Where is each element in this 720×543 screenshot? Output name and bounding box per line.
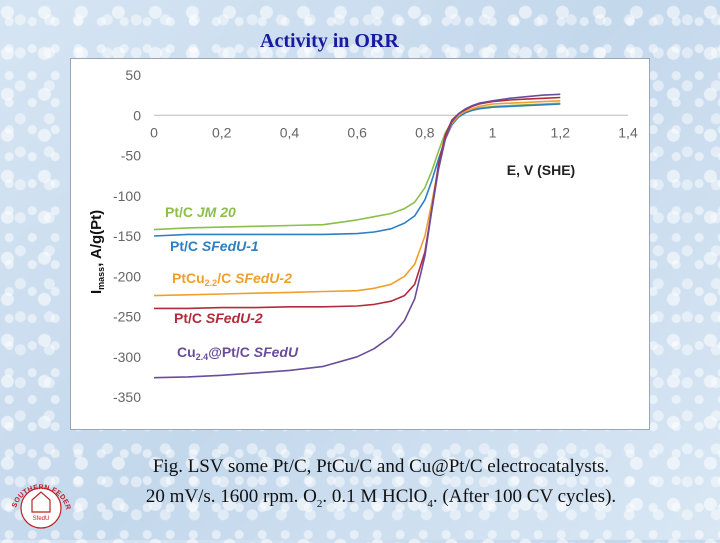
y-tick-label: -200 <box>113 268 141 284</box>
x-tick-label: 1,4 <box>618 124 638 140</box>
x-tick-label: 0,8 <box>415 124 435 140</box>
y-tick-label: -100 <box>113 188 141 204</box>
y-tick-label: -300 <box>113 349 141 365</box>
slide-title: Activity in ORR <box>260 30 399 52</box>
y-tick-label: 0 <box>133 107 141 123</box>
caption-line-1: Fig. LSV some Pt/C, PtCu/C and Cu@Pt/C e… <box>152 456 610 477</box>
y-axis-label: Imass, A/g(Pt) <box>88 210 106 294</box>
series-label-part: SFedU <box>254 344 299 360</box>
series-line-2 <box>153 103 561 237</box>
series-label-part: JM 20 <box>197 204 236 220</box>
y-label-main: I <box>88 290 105 294</box>
y-tick-label: 50 <box>125 67 141 83</box>
logo-seal-icon: SOUTHERN FEDERAL UNIVERSITY SfedU <box>3 463 71 529</box>
series-label-part: SFedU-1 <box>202 238 259 254</box>
series-line-5 <box>153 93 561 379</box>
caption-part-a: 20 mV/s. 1600 rpm. O <box>145 486 317 507</box>
y-tick-label: -150 <box>113 228 141 244</box>
series-label-part: @Pt/C <box>208 344 254 360</box>
y-tick-label: -250 <box>113 309 141 325</box>
chart-frame: 50 0 -50 -100 -150 -200 -250 -300 -350 0 0,2 0,4 0,6… <box>70 58 650 430</box>
series-label-part: Cu <box>177 344 196 360</box>
series-label-part: SFedU-2 <box>235 270 292 286</box>
series-label-part: PtCu <box>172 270 205 286</box>
y-label-rest: , A/g(Pt) <box>88 210 105 267</box>
x-tick-label: 0 <box>150 124 158 140</box>
figure-caption: Fig. LSV some Pt/C, PtCu/C and Cu@Pt/C e… <box>66 452 696 519</box>
x-tick-label: 1 <box>489 124 497 140</box>
caption-part-b: . 0.1 M HClO <box>322 486 428 507</box>
series-label-1: Pt/C JM 20 <box>165 204 236 220</box>
caption-sub-1: 2 <box>316 497 323 510</box>
y-label-sub: mass <box>96 267 106 290</box>
x-axis-label: E, V (SHE) <box>507 162 575 178</box>
caption-line-2: 20 mV/s. 1600 rpm. O2. 0.1 M HClO4. (Aft… <box>66 482 696 519</box>
series-label-part: Pt/C <box>165 204 197 220</box>
series-label-part: 2.4 <box>196 352 209 362</box>
logo-mark-text: SfedU <box>33 516 50 522</box>
series-label-2: Pt/C SFedU-1 <box>170 238 259 254</box>
caption-sub-2: 4 <box>427 497 433 510</box>
x-tick-label: 0,2 <box>212 124 232 140</box>
series-label-part: Pt/C <box>170 238 202 254</box>
x-tick-label: 0,4 <box>280 124 300 140</box>
y-tick-label: -350 <box>113 389 141 405</box>
orr-lsv-chart: 50 0 -50 -100 -150 -200 -250 -300 -350 0 0,2 0,4 0,6… <box>88 67 638 405</box>
series-label-part: /C <box>217 270 235 286</box>
x-tick-label: 1,2 <box>551 124 571 140</box>
university-logo: SOUTHERN FEDERAL UNIVERSITY SfedU <box>3 463 76 538</box>
series-line-3 <box>153 100 561 297</box>
series-label-5: Cu2.4@Pt/C SFedU <box>177 344 299 362</box>
series-label-part: SFedU-2 <box>206 310 263 326</box>
series-label-part: 2.2 <box>205 278 218 288</box>
series-label-4: Pt/C SFedU-2 <box>174 310 263 326</box>
series-label-part: Pt/C <box>174 310 206 326</box>
caption-part-c: . (After 100 CV cycles). <box>432 486 617 507</box>
y-tick-label: -50 <box>121 148 141 164</box>
x-tick-label: 0,6 <box>347 124 367 140</box>
series-label-3: PtCu2.2/C SFedU-2 <box>172 270 292 288</box>
